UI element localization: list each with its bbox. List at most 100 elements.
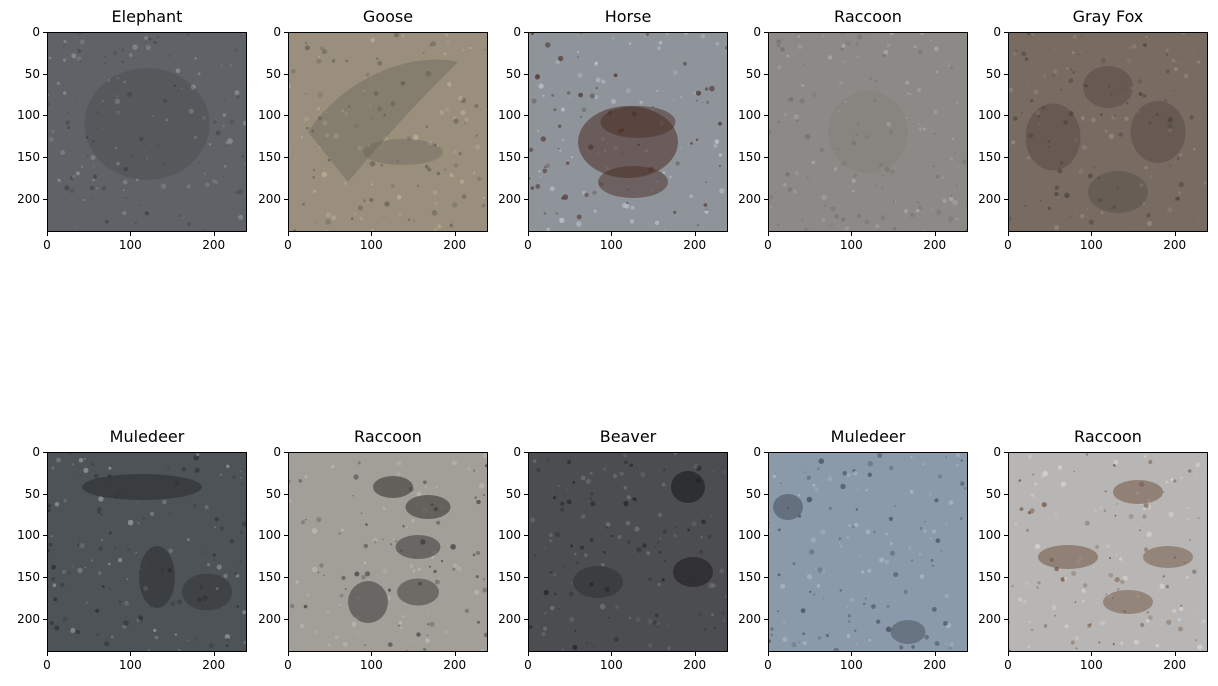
- texture-speck: [1054, 123, 1056, 126]
- texture-speck: [560, 501, 565, 506]
- texture-speck: [623, 453, 627, 458]
- texture-speck: [544, 547, 546, 549]
- texture-speck: [1140, 622, 1145, 628]
- texture-speck: [317, 571, 320, 574]
- texture-speck: [66, 111, 70, 115]
- texture-speck: [62, 569, 66, 574]
- texture-speck: [51, 466, 55, 470]
- texture-speck: [192, 503, 197, 508]
- texture-speck: [98, 546, 103, 551]
- photo-background: [288, 32, 488, 232]
- texture-speck: [229, 119, 235, 125]
- texture-speck: [444, 106, 450, 112]
- texture-speck: [532, 459, 537, 463]
- x-tick-label: 100: [359, 658, 383, 672]
- texture-speck: [1108, 133, 1114, 139]
- texture-speck: [155, 636, 159, 640]
- texture-speck: [316, 150, 318, 153]
- footprint-photo: [288, 452, 488, 652]
- texture-speck: [619, 471, 624, 476]
- texture-speck: [1103, 546, 1105, 548]
- texture-speck: [212, 553, 216, 557]
- texture-speck: [531, 98, 537, 104]
- texture-speck: [121, 60, 124, 64]
- texture-speck: [482, 452, 488, 459]
- texture-speck: [48, 56, 52, 60]
- texture-speck: [63, 40, 67, 43]
- texture-speck: [687, 528, 691, 532]
- texture-speck: [695, 99, 698, 102]
- texture-speck: [557, 484, 561, 487]
- texture-speck: [134, 222, 137, 225]
- texture-speck: [1012, 51, 1017, 56]
- texture-speck: [450, 544, 456, 550]
- texture-speck: [1029, 508, 1035, 514]
- texture-speck: [566, 91, 571, 95]
- y-tick: [524, 452, 528, 453]
- y-tick-label: 0: [513, 25, 521, 39]
- x-tick-label: 200: [202, 238, 226, 252]
- texture-speck: [894, 504, 897, 507]
- texture-speck: [1043, 624, 1048, 628]
- texture-speck: [844, 578, 846, 580]
- texture-speck: [930, 558, 934, 562]
- texture-speck: [353, 212, 357, 215]
- texture-speck: [806, 475, 811, 480]
- texture-speck: [883, 49, 889, 55]
- texture-speck: [168, 512, 171, 515]
- y-tick-label: 50: [24, 486, 40, 501]
- texture-speck: [701, 519, 706, 525]
- texture-speck: [77, 49, 82, 53]
- texture-speck: [844, 100, 847, 104]
- x-tick: [371, 652, 373, 656]
- footprint-photo: [1008, 32, 1208, 232]
- texture-speck: [314, 460, 317, 462]
- texture-speck: [77, 544, 80, 547]
- texture-speck: [830, 206, 836, 212]
- texture-speck: [392, 538, 395, 540]
- texture-speck: [424, 164, 429, 169]
- texture-speck: [695, 90, 702, 96]
- texture-speck: [543, 211, 547, 215]
- texture-speck: [842, 471, 847, 476]
- texture-speck: [1027, 132, 1034, 139]
- texture-speck: [802, 632, 805, 636]
- x-tick: [768, 652, 769, 656]
- texture-speck: [928, 493, 932, 496]
- texture-speck: [818, 458, 825, 464]
- texture-speck: [945, 643, 947, 645]
- texture-speck: [871, 604, 876, 609]
- texture-speck: [343, 181, 347, 185]
- texture-speck: [911, 559, 913, 562]
- texture-speck: [932, 529, 937, 534]
- x-tick: [213, 232, 215, 236]
- texture-speck: [300, 136, 303, 139]
- y-tick-label: 0: [753, 25, 761, 39]
- texture-speck: [809, 549, 815, 555]
- texture-speck: [223, 165, 227, 168]
- footprint-impression: [373, 476, 413, 498]
- texture-speck: [576, 214, 582, 220]
- texture-speck: [846, 536, 850, 540]
- texture-speck: [1041, 106, 1046, 110]
- texture-speck: [341, 528, 344, 532]
- texture-speck: [1056, 196, 1059, 199]
- x-tick-label: 200: [923, 238, 947, 252]
- texture-speck: [810, 537, 816, 543]
- texture-speck: [241, 155, 244, 158]
- texture-speck: [449, 173, 454, 178]
- texture-speck: [626, 495, 631, 500]
- y-tick-label: 150: [738, 570, 761, 584]
- texture-speck: [657, 541, 659, 544]
- texture-speck: [625, 520, 631, 526]
- texture-speck: [889, 550, 895, 556]
- texture-speck: [604, 586, 610, 593]
- texture-speck: [290, 148, 292, 150]
- texture-speck: [852, 469, 856, 473]
- texture-speck: [1047, 140, 1051, 143]
- texture-speck: [1057, 168, 1063, 174]
- texture-speck: [594, 61, 598, 65]
- texture-speck: [427, 634, 429, 636]
- texture-speck: [51, 576, 56, 582]
- image-panel: Elephant 0 100 200 0 50 100 150 200: [17, 7, 247, 252]
